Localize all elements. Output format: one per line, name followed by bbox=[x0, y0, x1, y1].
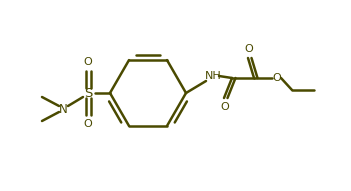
Text: O: O bbox=[245, 44, 253, 54]
Text: NH: NH bbox=[205, 71, 221, 81]
Text: S: S bbox=[84, 87, 92, 100]
Text: O: O bbox=[273, 73, 282, 83]
Text: O: O bbox=[84, 57, 92, 67]
Text: O: O bbox=[221, 102, 229, 112]
Text: O: O bbox=[84, 119, 92, 129]
Text: N: N bbox=[59, 103, 67, 116]
